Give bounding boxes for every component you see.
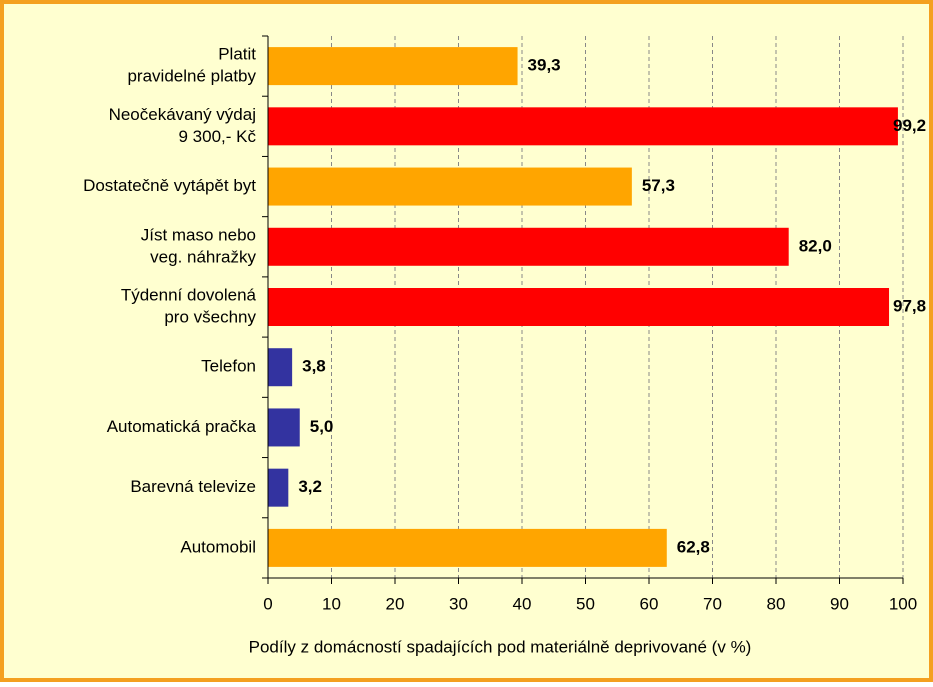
value-label: 97,8 — [893, 296, 926, 315]
y-tick-label: Automatická pračka — [107, 417, 257, 436]
x-tick-label: 70 — [703, 594, 722, 613]
value-label: 62,8 — [677, 537, 710, 556]
value-label: 82,0 — [799, 236, 832, 255]
y-tick-label: Neočekávaný výdaj — [109, 105, 256, 124]
y-tick-label: Týdenní dovolená — [121, 285, 257, 304]
bar — [268, 348, 293, 387]
x-tick-label: 10 — [322, 594, 341, 613]
y-tick-label: veg. náhražky — [150, 247, 256, 266]
x-tick-label: 20 — [386, 594, 405, 613]
value-label: 3,2 — [298, 477, 322, 496]
bar — [268, 468, 289, 507]
y-tick-label: Platit — [218, 45, 256, 64]
bar — [268, 167, 632, 206]
y-tick-label: Automobil — [180, 537, 256, 556]
y-tick-label: pro všechny — [164, 307, 256, 326]
x-tick-label: 100 — [889, 594, 917, 613]
y-tick-label: pravidelné platby — [127, 67, 256, 86]
x-tick-label: 30 — [449, 594, 468, 613]
y-tick-label: Dostatečně vytápět byt — [83, 176, 256, 195]
value-label: 39,3 — [528, 56, 561, 75]
value-label: 57,3 — [642, 176, 675, 195]
bar — [268, 47, 518, 86]
y-tick-label: Telefon — [201, 357, 256, 376]
y-tick-label: 9 300,- Kč — [179, 127, 257, 146]
x-tick-label: 80 — [767, 594, 786, 613]
x-tick-label: 40 — [513, 594, 532, 613]
x-tick-label: 0 — [263, 594, 272, 613]
value-label: 5,0 — [310, 417, 334, 436]
bar — [268, 408, 300, 447]
x-tick-label: 60 — [640, 594, 659, 613]
value-label: 99,2 — [893, 116, 926, 135]
bar — [268, 528, 667, 567]
value-label: 3,8 — [302, 357, 326, 376]
x-tick-label: 50 — [576, 594, 595, 613]
x-tick-label: 90 — [830, 594, 849, 613]
x-axis-label: Podíly z domácností spadajících pod mate… — [249, 637, 752, 656]
y-tick-label: Jíst maso nebo — [141, 225, 256, 244]
bar — [268, 288, 890, 326]
y-tick-label: Barevná televize — [130, 477, 256, 496]
bar — [268, 227, 789, 266]
bar — [268, 107, 898, 146]
